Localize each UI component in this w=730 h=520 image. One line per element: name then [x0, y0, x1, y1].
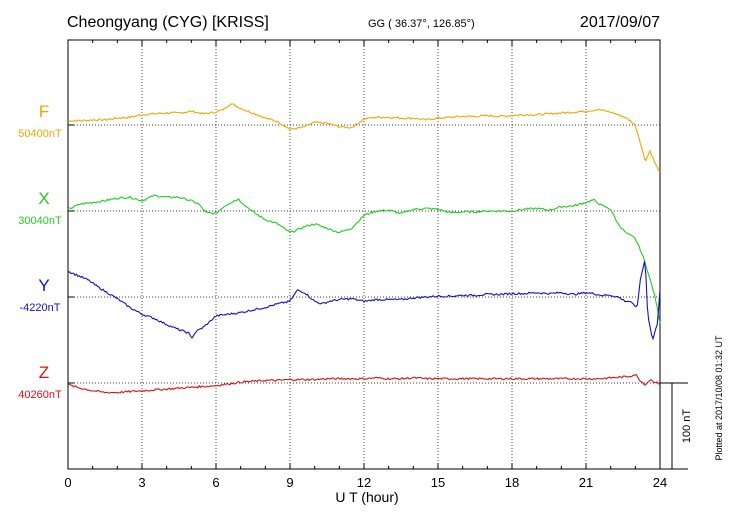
x-tick-label: 9 — [286, 475, 293, 490]
baseline-lines — [68, 124, 660, 384]
station-title: Cheongyang (CYG) [KRISS] — [67, 14, 269, 31]
series-name-x: X — [38, 189, 49, 208]
x-axis-label: U T (hour) — [335, 489, 398, 505]
x-tick-label: 18 — [505, 475, 519, 490]
series-line-x — [67, 194, 661, 324]
series-name-z: Z — [39, 363, 49, 382]
scale-bar-label: 100 nT — [681, 409, 693, 444]
x-tick-label: 24 — [653, 475, 667, 490]
scale-bar: 100 nT — [660, 382, 693, 470]
x-tick-label: 6 — [212, 475, 219, 490]
x-tick-label: 21 — [579, 475, 593, 490]
baseline-value-z: 40260nT — [18, 389, 62, 401]
plot-frame — [67, 39, 661, 470]
series-name-y: Y — [38, 276, 49, 295]
series-line-f — [67, 103, 661, 172]
date-label: 2017/09/07 — [580, 14, 660, 31]
x-tick-label: 15 — [431, 475, 445, 490]
series-line-y — [67, 261, 661, 341]
series-line-z — [67, 373, 661, 394]
grid-lines — [141, 40, 587, 469]
baseline-value-x: 30040nT — [18, 215, 62, 227]
x-tick-label: 3 — [138, 475, 145, 490]
x-ticks: 0 3 6 9 12 15 18 21 24 — [64, 40, 667, 490]
series-group — [67, 103, 661, 394]
x-tick-label: 0 — [64, 475, 71, 490]
baseline-value-f: 50400nT — [18, 128, 62, 140]
baseline-value-y: -4220nT — [20, 302, 61, 314]
series-labels: F 50400nT X 30040nT Y -4220nT Z 40260nT — [18, 102, 62, 401]
plotted-note: Plotted at 2017/10/08 01:32 UT — [714, 335, 724, 461]
x-tick-label: 12 — [357, 475, 371, 490]
series-name-f: F — [39, 102, 49, 121]
coordinates-label: GG ( 36.37°, 126.85°) — [368, 18, 475, 30]
